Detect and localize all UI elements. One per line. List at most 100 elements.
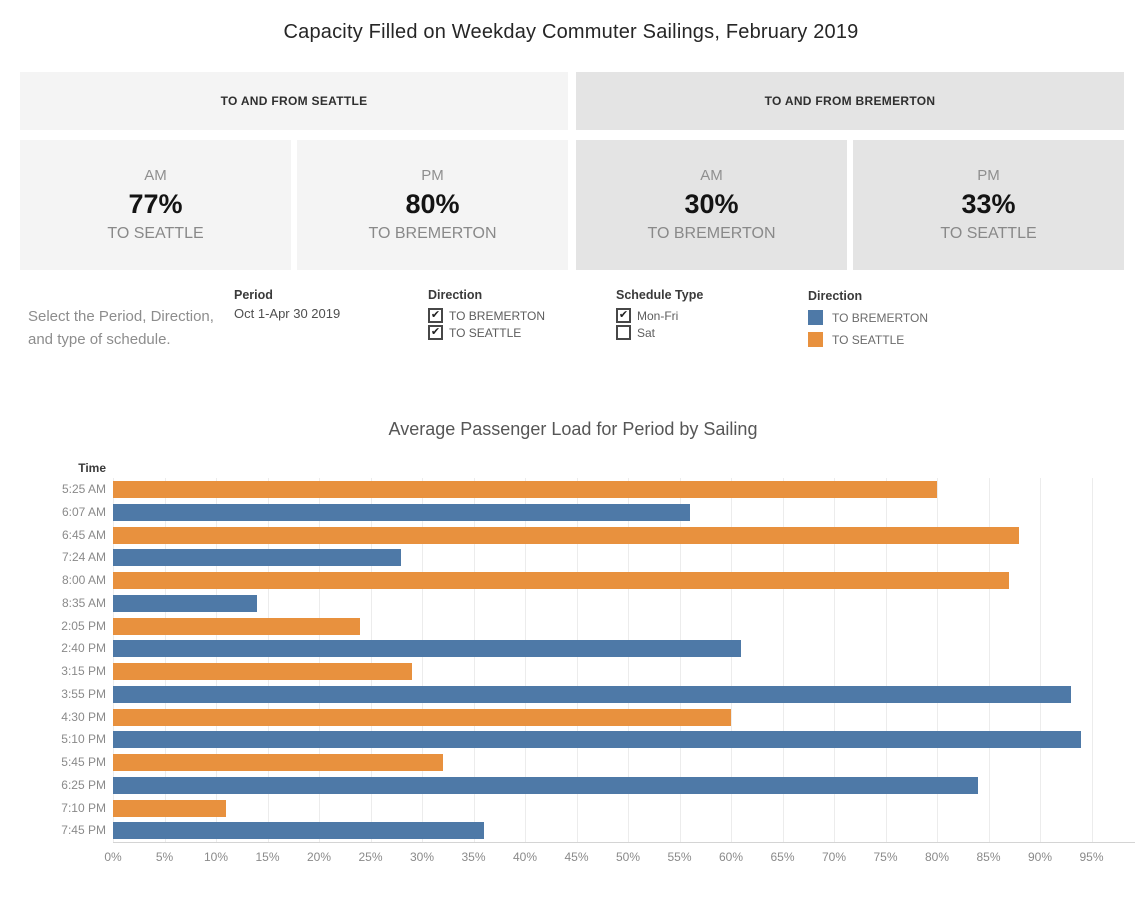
x-axis-labels: 0% 5% 10% 15% 20% 25% 30% 35% 40% 45% 50% 55% 60% 65%…	[104, 850, 1135, 866]
kpi-card-seattle-pm[interactable]: PM 80% TO BREMERTON	[297, 140, 568, 270]
time-tick-label: 2:40 PM	[61, 641, 106, 656]
time-tick-label: 6:25 PM	[61, 777, 106, 792]
x-tick-label: 90%	[1027, 850, 1053, 864]
legend-item-label: TO SEATTLE	[832, 332, 905, 347]
x-tick-label: 50%	[615, 850, 641, 864]
time-tick-label: 2:05 PM	[61, 618, 106, 633]
x-tick-label: 55%	[667, 850, 692, 864]
checkbox-row-sat[interactable]: Sat	[616, 323, 703, 342]
time-tick-label: 6:07 AM	[61, 504, 106, 519]
section-header-seattle: TO AND FROM SEATTLE	[20, 72, 568, 130]
time-tick-label: 7:24 AM	[61, 550, 106, 565]
kpi-period-label: PM	[977, 167, 1000, 184]
checkbox-icon	[616, 325, 631, 340]
color-legend: Direction TO BREMERTON TO SEATTLE	[808, 289, 928, 347]
gridline	[1040, 478, 1041, 842]
checkbox-label: TO SEATTLE	[449, 325, 522, 340]
kpi-direction-label: TO SEATTLE	[107, 225, 204, 242]
x-tick-label: 35%	[461, 850, 486, 864]
x-tick-label: 15%	[255, 850, 280, 864]
kpi-card-bremerton-pm[interactable]: PM 33% TO SEATTLE	[853, 140, 1124, 270]
chart-bar-2-40-pm[interactable]	[113, 640, 742, 658]
checkbox-icon: ✔	[428, 308, 443, 323]
checkbox-icon: ✔	[616, 308, 631, 323]
chart-bar-4-30-pm[interactable]	[113, 708, 731, 726]
kpi-card-bremerton-am[interactable]: AM 30% TO BREMERTON	[576, 140, 847, 270]
gridline	[1091, 478, 1093, 842]
gridline	[576, 478, 578, 842]
chart-bar-7-45-pm[interactable]	[113, 822, 484, 840]
chart-bar-5-10-pm[interactable]	[113, 731, 1082, 749]
direction-filter: Direction ✔ TO BREMERTON ✔ TO SEATTLE	[428, 288, 545, 342]
checkbox-row-to-seattle[interactable]: ✔ TO SEATTLE	[428, 323, 545, 342]
time-tick-label: 8:35 AM	[61, 595, 106, 610]
gridline	[782, 478, 784, 842]
dashboard-title: Capacity Filled on Weekday Commuter Sail…	[283, 21, 859, 43]
x-tick-label: 70%	[821, 850, 847, 864]
kpi-period-label: AM	[700, 167, 723, 184]
checkbox-label: Sat	[637, 325, 656, 340]
checkbox-label: Mon-Fri	[637, 308, 679, 323]
gridline	[988, 478, 990, 842]
kpi-direction-label: TO BREMERTON	[647, 225, 776, 242]
kpi-value: 30%	[684, 189, 739, 219]
color-legend-label: Direction	[808, 289, 863, 303]
plot-area	[113, 478, 1135, 843]
filter-instructions: Select the Period, Direction, and type o…	[28, 308, 214, 348]
chart-bar-2-05-pm[interactable]	[113, 617, 361, 635]
checkbox-label: TO BREMERTON	[449, 308, 546, 323]
time-tick-label: 4:30 PM	[61, 709, 106, 724]
chart-bar-3-15-pm[interactable]	[113, 663, 412, 680]
period-filter: Period Oct 1-Apr 30 2019	[234, 288, 340, 321]
chart-title: Average Passenger Load for Period by Sai…	[388, 419, 758, 439]
x-tick-label: 60%	[718, 850, 744, 864]
chart-bar-7-24-am[interactable]	[113, 549, 402, 567]
time-tick-label: 7:10 PM	[61, 800, 106, 815]
x-tick-label: 80%	[924, 850, 950, 864]
time-tick-label: 3:15 PM	[61, 664, 106, 678]
x-tick-label: 5%	[155, 850, 174, 864]
legend-swatch-icon	[808, 310, 823, 325]
schedule-type-filter: Schedule Type ✔ Mon-Fri Sat	[616, 288, 703, 342]
time-tick-label: 8:00 AM	[61, 573, 106, 587]
time-tick-label: 5:10 PM	[61, 732, 106, 747]
kpi-period-label: PM	[421, 167, 444, 184]
schedule-type-filter-label: Schedule Type	[616, 288, 704, 302]
x-tick-label: 65%	[770, 850, 795, 864]
gridline	[525, 478, 526, 842]
y-axis-title: Time	[78, 461, 106, 475]
gridline	[473, 478, 475, 842]
legend-item-to-bremerton[interactable]: TO BREMERTON	[808, 310, 928, 325]
time-tick-label: 5:25 AM	[61, 482, 106, 496]
kpi-value: 33%	[961, 189, 1016, 219]
section-header-bremerton: TO AND FROM BREMERTON	[576, 72, 1124, 130]
time-tick-label: 5:45 PM	[61, 755, 106, 769]
gridline	[628, 478, 629, 842]
kpi-period-label: AM	[144, 167, 167, 184]
section-header-seattle-label: TO AND FROM SEATTLE	[220, 94, 368, 108]
chart-bar-3-55-pm[interactable]	[113, 685, 1071, 703]
legend-item-to-seattle[interactable]: TO SEATTLE	[808, 332, 928, 347]
kpi-card-seattle-am[interactable]: AM 77% TO SEATTLE	[20, 140, 291, 270]
chart-bar-7-10-pm[interactable]	[113, 799, 227, 817]
y-axis-labels: 5:25 AM 6:07 AM 6:45 AM 7:24 AM 8:00 AM 8:35 …	[0, 478, 106, 842]
chart-bar-6-07-am[interactable]	[113, 503, 690, 521]
chart-bar-6-45-am[interactable]	[113, 526, 1020, 544]
chart-bar-6-25-pm[interactable]	[113, 776, 979, 794]
gridline	[113, 478, 114, 842]
gridline	[834, 478, 835, 842]
checkbox-row-to-bremerton[interactable]: ✔ TO BREMERTON	[428, 306, 545, 325]
kpi-direction-label: TO SEATTLE	[940, 225, 1037, 242]
period-filter-value: Oct 1-Apr 30 2019	[234, 306, 341, 321]
chart-bar-8-00-am[interactable]	[113, 572, 1010, 589]
period-filter-label: Period	[234, 288, 273, 302]
x-tick-label: 85%	[976, 850, 1001, 864]
chart-bar-8-35-am[interactable]	[113, 594, 258, 612]
chart-bar-5-45-pm[interactable]	[113, 754, 443, 771]
x-tick-label: 30%	[409, 850, 435, 864]
checkbox-icon: ✔	[428, 325, 443, 340]
x-tick-label: 0%	[104, 850, 122, 864]
checkbox-row-mon-fri[interactable]: ✔ Mon-Fri	[616, 306, 703, 325]
chart-bar-5-25-am[interactable]	[113, 481, 937, 498]
